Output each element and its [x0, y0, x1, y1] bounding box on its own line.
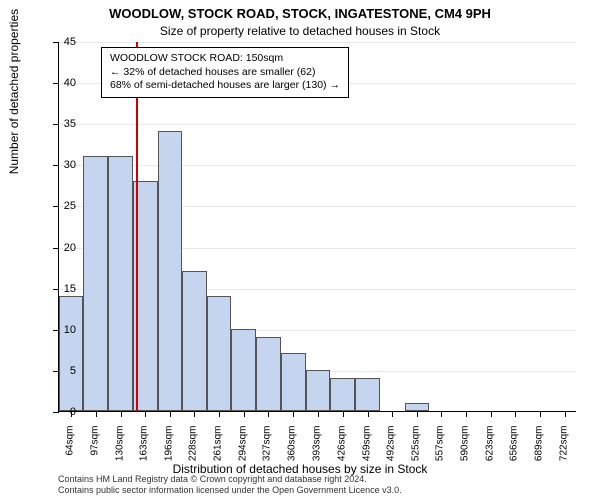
x-tick-label: 294sqm: [237, 426, 248, 470]
histogram-bar: [108, 156, 133, 411]
x-tick: [244, 411, 245, 417]
histogram-bar: [256, 337, 281, 411]
x-tick: [417, 411, 418, 417]
y-tick-label: 20: [46, 242, 76, 254]
x-tick: [368, 411, 369, 417]
x-tick: [565, 411, 566, 417]
histogram-bar: [306, 370, 331, 411]
x-tick-label: 360sqm: [287, 426, 298, 470]
x-tick: [540, 411, 541, 417]
annotation-line3: 68% of semi-detached houses are larger (…: [110, 79, 340, 93]
x-tick-label: 656sqm: [509, 426, 520, 470]
histogram-bar: [355, 378, 380, 411]
x-tick-label: 163sqm: [139, 426, 150, 470]
y-tick-label: 10: [46, 324, 76, 336]
chart-container: WOODLOW, STOCK ROAD, STOCK, INGATESTONE,…: [0, 0, 600, 500]
annotation-line1: WOODLOW STOCK ROAD: 150sqm: [110, 52, 340, 66]
x-tick-label: 557sqm: [435, 426, 446, 470]
x-tick-label: 492sqm: [386, 426, 397, 470]
y-tick-label: 40: [46, 77, 76, 89]
x-tick: [466, 411, 467, 417]
histogram-bar: [405, 403, 430, 411]
x-tick-label: 228sqm: [188, 426, 199, 470]
y-tick-label: 45: [46, 36, 76, 48]
y-tick-label: 25: [46, 200, 76, 212]
annotation-line2: ← 32% of detached houses are smaller (62…: [110, 66, 340, 80]
x-tick-label: 722sqm: [558, 426, 569, 470]
x-tick-label: 130sqm: [114, 426, 125, 470]
x-tick: [268, 411, 269, 417]
histogram-bar: [330, 378, 355, 411]
x-tick: [145, 411, 146, 417]
chart-title: WOODLOW, STOCK ROAD, STOCK, INGATESTONE,…: [0, 6, 600, 21]
x-tick-label: 525sqm: [411, 426, 422, 470]
chart-subtitle: Size of property relative to detached ho…: [0, 24, 600, 38]
x-tick: [491, 411, 492, 417]
y-tick-label: 30: [46, 159, 76, 171]
x-tick: [96, 411, 97, 417]
x-tick: [293, 411, 294, 417]
x-tick: [343, 411, 344, 417]
x-tick: [219, 411, 220, 417]
y-axis-title: Number of detached properties: [7, 9, 21, 174]
x-tick-label: 393sqm: [312, 426, 323, 470]
histogram-bar: [83, 156, 108, 411]
footer-line2: Contains public sector information licen…: [58, 485, 402, 496]
x-tick-label: 97sqm: [89, 426, 100, 470]
x-tick: [441, 411, 442, 417]
x-tick-label: 426sqm: [336, 426, 347, 470]
x-tick: [515, 411, 516, 417]
y-tick-label: 35: [46, 118, 76, 130]
x-tick-label: 327sqm: [262, 426, 273, 470]
histogram-bar: [59, 296, 84, 411]
x-tick-label: 689sqm: [534, 426, 545, 470]
x-tick: [318, 411, 319, 417]
histogram-bar: [281, 353, 306, 411]
x-tick: [194, 411, 195, 417]
histogram-bar: [158, 131, 183, 411]
y-tick-label: 15: [46, 283, 76, 295]
histogram-bar: [231, 329, 256, 411]
y-tick-label: 5: [46, 365, 76, 377]
x-tick-label: 623sqm: [484, 426, 495, 470]
x-tick-label: 196sqm: [164, 426, 175, 470]
histogram-bar: [207, 296, 232, 411]
y-tick-label: 0: [46, 406, 76, 418]
footer-line1: Contains HM Land Registry data © Crown c…: [58, 474, 402, 485]
x-tick: [170, 411, 171, 417]
x-tick-label: 261sqm: [212, 426, 223, 470]
x-tick-label: 64sqm: [65, 426, 76, 470]
x-tick: [121, 411, 122, 417]
x-tick-label: 590sqm: [459, 426, 470, 470]
x-tick: [392, 411, 393, 417]
x-tick-label: 459sqm: [361, 426, 372, 470]
annotation-box: WOODLOW STOCK ROAD: 150sqm ← 32% of deta…: [101, 47, 349, 98]
histogram-bar: [182, 271, 207, 411]
footer-attribution: Contains HM Land Registry data © Crown c…: [58, 474, 402, 496]
